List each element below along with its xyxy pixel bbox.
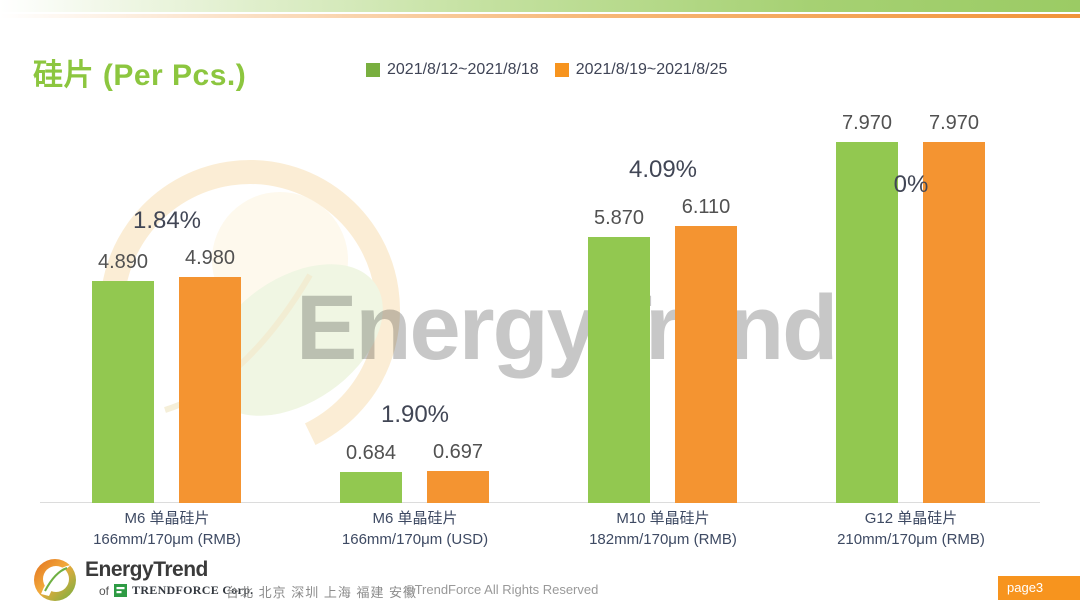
bar-value-label: 7.970: [928, 112, 980, 134]
bar-value-label: 7.970: [841, 112, 893, 134]
bar-orange: [427, 471, 489, 503]
bar-group: 5.870 6.110 4.09% M10 单晶硅片 182mm/170μm (RMB): [539, 0, 787, 548]
footer-sub-brand: of TRENDFORCE Corp.: [99, 583, 254, 598]
legend-label: 2021/8/12~2021/8/18: [387, 61, 539, 78]
bar-green: [340, 472, 402, 503]
category-label: M6 单晶硅片 166mm/170μm (RMB): [43, 508, 291, 550]
category-name: M6 单晶硅片: [372, 510, 458, 527]
bar-green: [588, 237, 650, 503]
chart-area: 4.890 4.980 1.84% M6 单晶硅片 166mm/170μm (RMB) 0…: [43, 0, 1035, 548]
page-number-badge: page3: [998, 576, 1080, 600]
chart-legend: 2021/8/12~2021/8/18 2021/8/19~2021/8/25: [366, 61, 727, 79]
footer-of-text: of: [99, 583, 110, 598]
legend-item-period2: 2021/8/19~2021/8/25: [554, 61, 728, 79]
category-spec: 166mm/170μm (USD): [341, 531, 489, 548]
legend-swatch-orange: [554, 63, 569, 77]
category-spec: 166mm/170μm (RMB): [93, 531, 241, 548]
category-spec: 182mm/170μm (RMB): [589, 531, 737, 548]
footer-brand-text: EnergyTrend: [85, 558, 208, 581]
trendforce-icon: [114, 584, 128, 597]
change-percent-label: 1.84%: [132, 207, 202, 234]
category-spec: 210mm/170μm (RMB): [837, 531, 985, 548]
bar-orange: [923, 142, 985, 503]
x-axis-line: [40, 502, 1040, 503]
category-name: G12 单晶硅片: [864, 510, 958, 527]
legend-item-period1: 2021/8/12~2021/8/18: [366, 61, 539, 79]
bar-group: 7.970 7.970 0% G12 单晶硅片 210mm/170μm (RMB): [787, 0, 1035, 548]
change-percent-label: 0%: [893, 171, 929, 198]
change-percent-label: 4.09%: [628, 156, 698, 183]
bar-orange: [675, 226, 737, 503]
footer-cities: 台北 北京 深圳 上海 福建 安徽: [226, 585, 418, 600]
change-percent-label: 1.90%: [380, 401, 450, 428]
top-orange-gradient-line: [0, 14, 1080, 18]
footer-copyright: ©TrendForce All Rights Reserved: [405, 582, 599, 597]
bar-value-label: 5.870: [593, 207, 645, 229]
footer-corp-text: TRENDFORCE Corp.: [132, 583, 254, 597]
category-name: M10 单晶硅片: [616, 510, 710, 527]
page-title: 硅片 (Per Pcs.): [33, 59, 247, 92]
category-label: M6 单晶硅片 166mm/170μm (USD): [291, 508, 539, 550]
bar-group: 4.890 4.980 1.84% M6 单晶硅片 166mm/170μm (RMB): [43, 0, 291, 548]
bar-value-label: 6.110: [681, 196, 731, 218]
top-green-gradient-band: [0, 0, 1080, 12]
category-label: M10 单晶硅片 182mm/170μm (RMB): [539, 508, 787, 550]
energytrend-leaf-icon: [34, 559, 76, 601]
bar-value-label: 0.684: [345, 442, 397, 464]
bar-value-label: 4.890: [97, 251, 149, 273]
bar-group: 0.684 0.697 1.90% M6 单晶硅片 166mm/170μm (USD): [291, 0, 539, 548]
bar-value-label: 0.697: [432, 441, 484, 463]
bar-orange: [179, 277, 241, 503]
category-name: M6 单晶硅片: [124, 510, 210, 527]
legend-label: 2021/8/19~2021/8/25: [575, 61, 728, 78]
bar-value-label: 4.980: [184, 247, 236, 269]
footer-logo: EnergyTrend of TRENDFORCE Corp.: [33, 558, 254, 602]
category-label: G12 单晶硅片 210mm/170μm (RMB): [787, 508, 1035, 550]
bar-green: [836, 142, 898, 503]
bar-green: [92, 281, 154, 503]
legend-swatch-green: [366, 63, 380, 77]
